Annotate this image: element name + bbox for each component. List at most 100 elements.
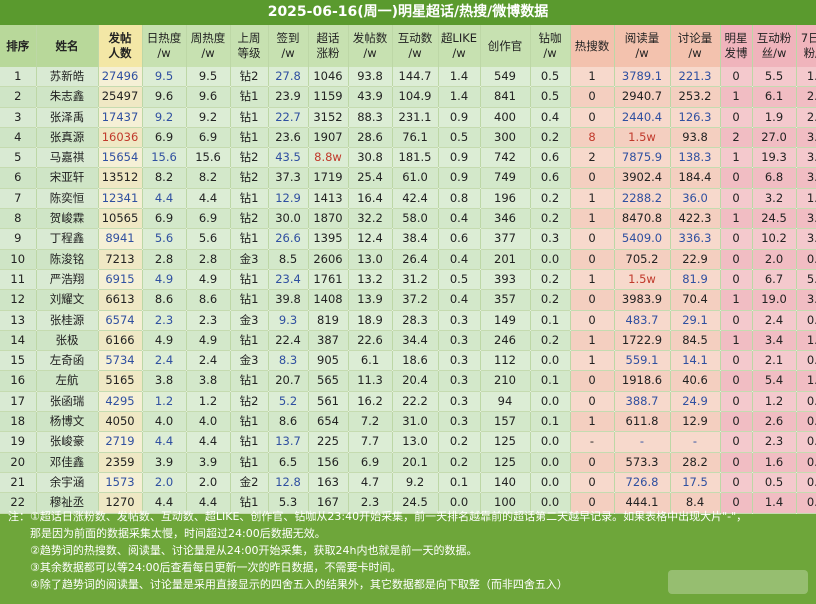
cell-posts: 28.6 bbox=[348, 127, 393, 149]
cell-reads: 1722.9 bbox=[614, 330, 671, 352]
cell-fan-growth: 1395 bbox=[308, 228, 349, 250]
cell-interactions: 20.1 bbox=[392, 452, 439, 473]
cell-creators: 149 bbox=[480, 310, 531, 331]
cell-daily-heat: 4.4 bbox=[142, 188, 187, 210]
cell-interactions: 34.4 bbox=[392, 330, 439, 352]
table-row: 8 贺峻霖 10565 6.9 6.9 钻2 30.0 1870 32.2 58.0 0.4 346 0… bbox=[0, 208, 816, 230]
cell-diamond: 0.0 bbox=[530, 472, 571, 494]
cell-interactive-fans: 19.3 bbox=[752, 147, 797, 169]
cell-star-posts: 0 bbox=[720, 452, 753, 473]
header-posts: 发帖数 /w bbox=[348, 25, 393, 67]
cell-posts: 2.3 bbox=[348, 492, 393, 514]
cell-discussions: 12.9 bbox=[670, 411, 721, 433]
cell-reads: 559.1 bbox=[614, 350, 671, 372]
cell-star-posts: 0 bbox=[720, 492, 753, 514]
cell-reads: 3789.1 bbox=[614, 67, 671, 88]
cell-diamond: 0.0 bbox=[530, 492, 571, 514]
table-row: 6 宋亚轩 13512 8.2 8.2 钻2 37.3 1719 25.4 61.0 0.9 749 0… bbox=[0, 167, 816, 189]
cell-diamond: 0.0 bbox=[530, 431, 571, 453]
cell-super-like: 0.3 bbox=[438, 411, 481, 433]
cell-posters: 25497 bbox=[98, 86, 143, 108]
cell-posts: 93.8 bbox=[348, 67, 393, 88]
cell-name: 丁程鑫 bbox=[36, 228, 99, 250]
cell-fan-growth: 1159 bbox=[308, 86, 349, 108]
cell-discussions: 36.0 bbox=[670, 188, 721, 210]
table-row: 4 张真源 16036 6.9 6.9 钻1 23.6 1907 28.6 76.1 0.5 300 0… bbox=[0, 127, 816, 149]
cell-posts: 7.7 bbox=[348, 431, 393, 453]
cell-weekly-heat: 6.9 bbox=[186, 208, 231, 230]
table-row: 13 张桂源 6574 2.3 2.3 金3 9.3 819 18.9 28.3 0.3 149 0.1… bbox=[0, 310, 816, 331]
cell-posters: 15654 bbox=[98, 147, 143, 169]
cell-interactive-fans: 6.7 bbox=[752, 269, 797, 291]
cell-weekly-heat: 9.2 bbox=[186, 107, 231, 128]
cell-reads: 5409.0 bbox=[614, 228, 671, 250]
cell-weekly-heat: 4.4 bbox=[186, 431, 231, 453]
cell-diamond: 0.5 bbox=[530, 67, 571, 88]
cell-creators: 140 bbox=[480, 472, 531, 494]
cell-rank: 6 bbox=[0, 167, 37, 189]
cell-discussions: 29.1 bbox=[670, 310, 721, 331]
cell-seven-day-growth: 1.1 bbox=[796, 370, 816, 392]
cell-reads: 2440.4 bbox=[614, 107, 671, 128]
cell-daily-heat: 2.3 bbox=[142, 310, 187, 331]
cell-weekly-heat: 6.9 bbox=[186, 127, 231, 149]
cell-daily-heat: 5.6 bbox=[142, 228, 187, 250]
cell-rank: 11 bbox=[0, 269, 37, 291]
cell-interactions: 76.1 bbox=[392, 127, 439, 149]
cell-rank: 5 bbox=[0, 147, 37, 169]
cell-discussions: 24.9 bbox=[670, 391, 721, 413]
cell-name: 左航 bbox=[36, 370, 99, 392]
cell-posters: 6915 bbox=[98, 269, 143, 291]
cell-last-week-level: 钻1 bbox=[230, 330, 269, 352]
header-last-week-level: 上周 等级 bbox=[230, 25, 269, 67]
cell-checkin: 12.8 bbox=[268, 472, 309, 494]
cell-super-like: 0.2 bbox=[438, 431, 481, 453]
cell-fan-growth: 1413 bbox=[308, 188, 349, 210]
cell-hot-search: 0 bbox=[570, 249, 615, 270]
cell-interactive-fans: 19.0 bbox=[752, 289, 797, 311]
cell-star-posts: 0 bbox=[720, 107, 753, 128]
cell-star-posts: 1 bbox=[720, 330, 753, 352]
cell-posters: 27496 bbox=[98, 67, 143, 88]
cell-daily-heat: 4.4 bbox=[142, 492, 187, 514]
cell-rank: 3 bbox=[0, 107, 37, 128]
cell-checkin: 9.3 bbox=[268, 310, 309, 331]
cell-super-like: 1.4 bbox=[438, 67, 481, 88]
cell-posts: 11.3 bbox=[348, 370, 393, 392]
cell-last-week-level: 钻2 bbox=[230, 67, 269, 88]
cell-super-like: 0.9 bbox=[438, 107, 481, 128]
cell-daily-heat: 8.6 bbox=[142, 289, 187, 311]
cell-seven-day-growth: 3.3 bbox=[796, 289, 816, 311]
cell-reads: 573.3 bbox=[614, 452, 671, 473]
cell-posts: 7.2 bbox=[348, 411, 393, 433]
cell-rank: 4 bbox=[0, 127, 37, 149]
cell-hot-search: 0 bbox=[570, 310, 615, 331]
cell-hot-search: 1 bbox=[570, 411, 615, 433]
cell-diamond: 0.2 bbox=[530, 330, 571, 352]
cell-seven-day-growth: 3.5 bbox=[796, 147, 816, 169]
cell-interactive-fans: 2.4 bbox=[752, 310, 797, 331]
cell-creators: 377 bbox=[480, 228, 531, 250]
cell-interactions: 144.7 bbox=[392, 67, 439, 88]
note-line: 注：①超话日涨粉数、发帖数、互动数、超LIKE、创作官、钻咖从23:40开始采集… bbox=[8, 510, 748, 523]
cell-reads: 611.8 bbox=[614, 411, 671, 433]
cell-posts: 25.4 bbox=[348, 167, 393, 189]
cell-weekly-heat: 8.2 bbox=[186, 167, 231, 189]
cell-reads: 726.8 bbox=[614, 472, 671, 494]
table-row: 14 张极 6166 4.9 4.9 钻1 22.4 387 22.6 34.4 0.3 246 0.2… bbox=[0, 330, 816, 352]
table-row: 1 苏新皓 27496 9.5 9.5 钻2 27.8 1046 93.8 144.7 1.4 549… bbox=[0, 67, 816, 88]
cell-rank: 12 bbox=[0, 289, 37, 311]
cell-hot-search: 0 bbox=[570, 86, 615, 108]
cell-creators: 742 bbox=[480, 147, 531, 169]
cell-star-posts: 0 bbox=[720, 411, 753, 433]
cell-fan-growth: 561 bbox=[308, 391, 349, 413]
cell-interactions: 18.6 bbox=[392, 350, 439, 372]
cell-hot-search: 1 bbox=[570, 188, 615, 210]
cell-super-like: 0.3 bbox=[438, 350, 481, 372]
cell-checkin: 8.6 bbox=[268, 411, 309, 433]
cell-seven-day-growth: 2.3 bbox=[796, 86, 816, 108]
cell-discussions: 81.9 bbox=[670, 269, 721, 291]
note-line: ③其余数据都可以等24:00后查看每日更新一次的昨日数据，不需要卡时间。 bbox=[30, 561, 402, 574]
cell-diamond: 0.6 bbox=[530, 167, 571, 189]
